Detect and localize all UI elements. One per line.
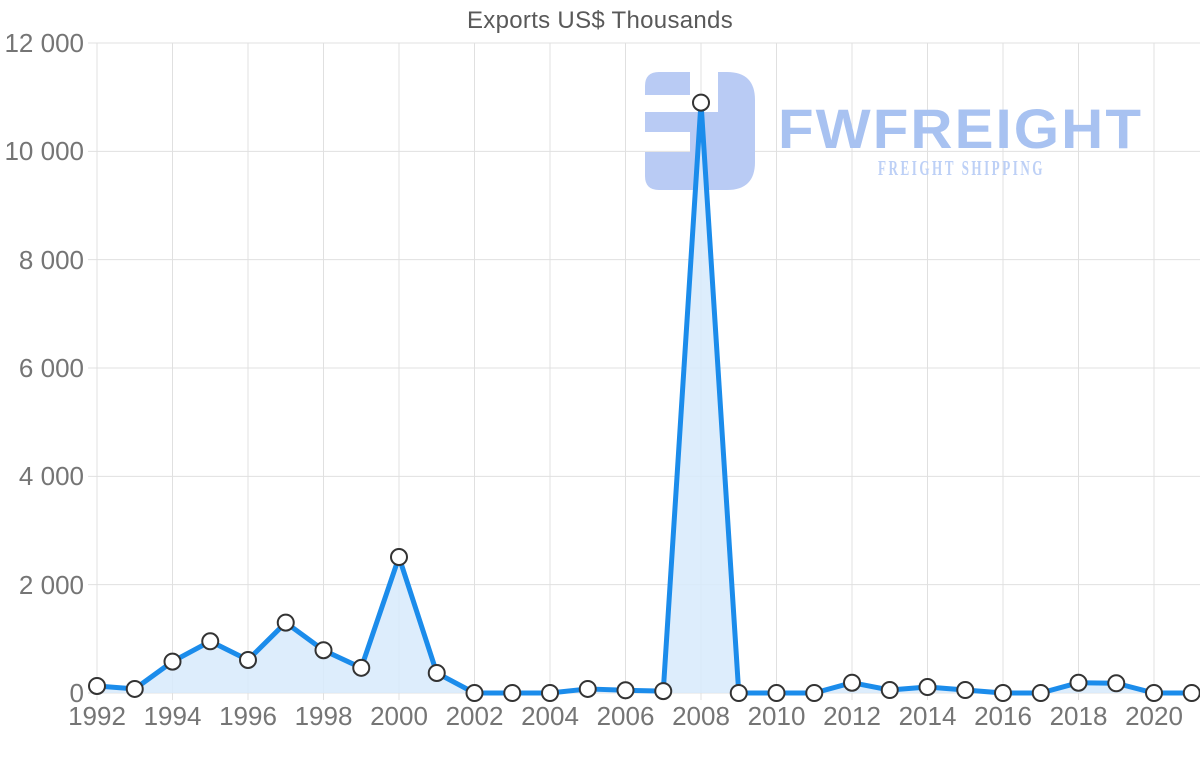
data-point-2014[interactable]: [918, 678, 937, 697]
data-point-2000[interactable]: [390, 548, 408, 567]
data-point-2013[interactable]: [880, 681, 899, 700]
x-tick-label: 1994: [143, 701, 202, 731]
data-point-1995[interactable]: [201, 632, 220, 651]
data-point-2018[interactable]: [1069, 673, 1088, 692]
data-point-2010[interactable]: [767, 684, 786, 702]
data-point-2002[interactable]: [465, 684, 484, 702]
data-point-1993[interactable]: [125, 679, 144, 698]
x-tick-label: 2000: [370, 701, 428, 731]
watermark-tagline-text: FREIGHT SHIPPING: [878, 156, 1045, 180]
x-tick-label: 1992: [68, 701, 126, 731]
chart-title: Exports US$ Thousands: [467, 7, 733, 34]
exports-series: [88, 93, 1200, 702]
y-tick-label: 4 000: [18, 461, 84, 492]
data-point-2011[interactable]: [805, 684, 824, 702]
data-point-2008[interactable]: [692, 93, 710, 112]
gridlines: [88, 42, 1200, 700]
data-point-1999[interactable]: [352, 658, 371, 677]
y-tick-label: 6 000: [18, 353, 84, 383]
data-point-2007[interactable]: [654, 682, 673, 701]
x-tick-label: 2014: [898, 701, 957, 731]
x-tick-label: 2002: [445, 701, 504, 731]
data-point-2020[interactable]: [1145, 684, 1163, 702]
x-tick-label: 2012: [823, 701, 881, 731]
x-tick-label: 2020: [1125, 701, 1183, 731]
x-tick-label: 2010: [747, 701, 806, 731]
data-point-1997[interactable]: [276, 613, 295, 632]
y-tick-label: 8 000: [18, 244, 84, 275]
data-point-2006[interactable]: [616, 681, 635, 700]
x-tick-label: 2006: [596, 701, 655, 731]
data-point-2015[interactable]: [956, 681, 975, 700]
data-point-2003[interactable]: [503, 684, 522, 702]
data-point-2012[interactable]: [843, 673, 861, 692]
series-line: [94, 100, 1195, 696]
area-fill: [97, 102, 1192, 694]
data-point-2017[interactable]: [1031, 684, 1050, 702]
x-tick-label: 2004: [521, 701, 579, 731]
y-tick-label: 0: [69, 678, 84, 708]
x-tick-label: 2016: [974, 701, 1032, 731]
data-point-2004[interactable]: [541, 684, 559, 702]
data-point-2005[interactable]: [578, 679, 597, 698]
y-tick-label: 10 000: [4, 136, 84, 167]
data-point-2009[interactable]: [729, 684, 748, 702]
data-point-1992[interactable]: [88, 676, 106, 695]
x-tick-label: 2008: [672, 701, 730, 731]
data-point-1994[interactable]: [163, 652, 182, 671]
data-point-1998[interactable]: [314, 641, 333, 660]
x-tick-label: 2018: [1049, 701, 1108, 731]
watermark: FWFREIGHT FREIGHT SHIPPING: [645, 72, 1143, 190]
x-tick-label: 1998: [294, 701, 353, 731]
y-tick-label: 12 000: [4, 28, 84, 58]
x-tick-label: 1996: [219, 701, 277, 731]
watermark-brand-text: FWFREIGHT: [778, 97, 1143, 160]
data-point-2001[interactable]: [427, 663, 446, 682]
y-tick-label: 2 000: [18, 569, 84, 600]
data-point-2021[interactable]: [1182, 684, 1200, 702]
data-point-2019[interactable]: [1107, 674, 1126, 693]
data-point-2016[interactable]: [994, 684, 1012, 702]
data-point-1996[interactable]: [239, 650, 257, 669]
